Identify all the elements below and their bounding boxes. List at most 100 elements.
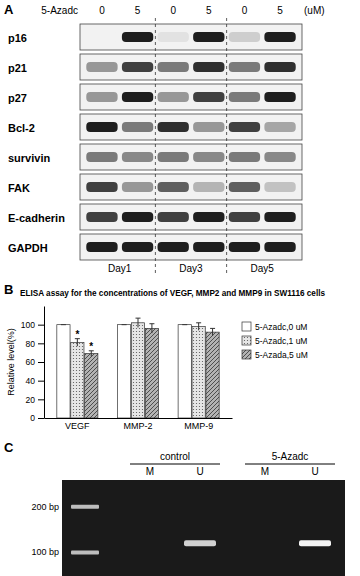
- band: [122, 32, 153, 42]
- gel-band: [134, 540, 166, 546]
- blot-strip: [80, 24, 302, 50]
- blot-strip: [80, 84, 302, 110]
- protein-label: p27: [8, 92, 27, 104]
- band: [193, 122, 224, 132]
- band: [229, 152, 260, 162]
- dose-label: 5: [135, 5, 141, 16]
- blot-strip: [80, 204, 302, 230]
- legend-label: 5-Azadc,1 uM: [255, 336, 307, 346]
- band: [264, 32, 295, 42]
- panel-label: C: [4, 440, 14, 455]
- dose-label: 0: [170, 5, 176, 16]
- band: [264, 242, 295, 252]
- bar: [71, 342, 84, 418]
- band: [264, 182, 295, 192]
- band: [158, 182, 189, 192]
- band: [229, 92, 260, 102]
- unit-label: (uM): [304, 5, 325, 16]
- band: [264, 212, 295, 222]
- marker-label: 200 bp: [31, 502, 59, 512]
- axis-line: [44, 307, 45, 419]
- tick-label: MMP-2: [124, 421, 153, 431]
- bar: [85, 354, 98, 418]
- band: [193, 62, 224, 72]
- panel-label: B: [4, 282, 13, 297]
- legend-swatch: [242, 322, 251, 331]
- band: [86, 62, 117, 72]
- panel-label: A: [4, 2, 14, 17]
- band: [122, 92, 153, 102]
- protein-label: p16: [8, 32, 27, 44]
- day-label: Day3: [179, 263, 203, 274]
- dose-label: 5: [206, 5, 212, 16]
- band: [229, 62, 260, 72]
- blot-strip: [80, 174, 302, 200]
- group-label: 5-Azadc: [272, 451, 309, 462]
- protein-label: p21: [8, 62, 27, 74]
- group-line: [130, 464, 220, 465]
- band: [229, 212, 260, 222]
- legend: 5-Azadc,0 uM 5-Azadc,1 uM 5-Azada,5 uM: [242, 322, 308, 360]
- tick-mark: [38, 343, 44, 344]
- significance: *: [89, 341, 93, 352]
- blot-strip: [80, 144, 302, 170]
- band: [158, 242, 189, 252]
- bar: [145, 328, 158, 418]
- tick-label: 20: [26, 395, 36, 405]
- tick-label: VEGF: [65, 421, 90, 431]
- bar: [57, 325, 70, 418]
- chart-panel: ELISA assay for the concentrations of VE…: [6, 289, 325, 431]
- band: [86, 152, 117, 162]
- band: [122, 212, 153, 222]
- x-axis: VEGF MMP-2 MMP-9: [45, 418, 233, 431]
- band: [86, 32, 117, 42]
- y-axis-title: Relative level(%): [6, 328, 16, 396]
- band: [264, 62, 295, 72]
- band: [86, 212, 117, 222]
- band: [158, 92, 189, 102]
- bars: [57, 318, 219, 418]
- bar: [192, 327, 205, 418]
- band: [229, 122, 260, 132]
- band: [122, 62, 153, 72]
- dose-label: 0: [242, 5, 248, 16]
- gel-panel: 200 bp100 bpcontrolMU5-AzadcMU: [31, 451, 345, 576]
- gel-band: [249, 540, 281, 546]
- band: [122, 122, 153, 132]
- lane-label: U: [196, 466, 203, 477]
- chart-title: ELISA assay for the concentrations of VE…: [20, 289, 325, 298]
- protein-label: GAPDH: [8, 242, 48, 254]
- x-tick: MMP-9: [184, 418, 213, 431]
- error-bar: [182, 324, 187, 325]
- axis-line: [45, 418, 233, 419]
- band: [193, 242, 224, 252]
- significance: *: [75, 329, 79, 340]
- tick-label: 40: [26, 376, 36, 386]
- tick-label: 100: [21, 320, 35, 330]
- group-label: control: [160, 451, 190, 462]
- tick-label: 0: [30, 413, 35, 423]
- tick-label: 80: [26, 339, 36, 349]
- error-bar: [122, 324, 127, 325]
- ladder-band: [71, 505, 99, 509]
- band: [86, 242, 117, 252]
- y-tick: 60: [26, 357, 44, 367]
- band: [193, 32, 224, 42]
- gel-band: [299, 540, 331, 546]
- legend-label: 5-Azada,5 uM: [255, 350, 308, 360]
- band: [122, 152, 153, 162]
- error-bar: [75, 339, 80, 346]
- legend-label: 5-Azadc,0 uM: [255, 322, 307, 332]
- blot-strip: [80, 54, 302, 80]
- band: [86, 92, 117, 102]
- error-bar: [196, 323, 201, 330]
- gel-band: [184, 540, 216, 546]
- band: [229, 182, 260, 192]
- band: [193, 152, 224, 162]
- bar: [178, 325, 191, 418]
- y-tick: 40: [26, 376, 44, 386]
- error-bar: [61, 324, 66, 325]
- bar: [117, 325, 130, 418]
- ladder-band: [71, 550, 99, 554]
- legend-swatch: [242, 350, 251, 359]
